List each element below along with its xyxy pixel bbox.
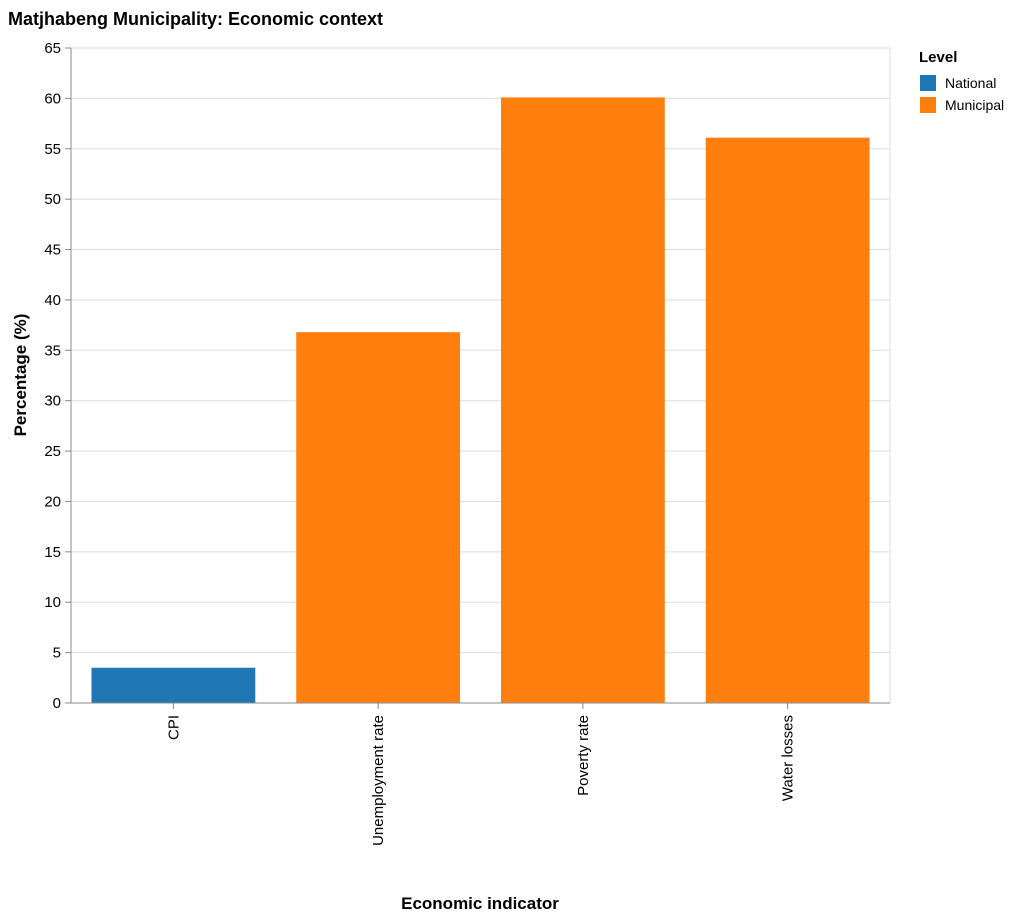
x-tick-label: CPI xyxy=(165,715,182,740)
y-tick-label: 15 xyxy=(44,544,61,561)
y-tick-label: 0 xyxy=(53,695,61,712)
y-tick-label: 10 xyxy=(44,594,61,611)
bar-poverty-rate xyxy=(500,97,665,703)
bars xyxy=(91,97,870,703)
y-tick-label: 40 xyxy=(44,292,61,309)
y-tick-label: 20 xyxy=(44,493,61,510)
y-tick-label: 55 xyxy=(44,141,61,158)
y-tick-label: 25 xyxy=(44,443,61,460)
bar-cpi xyxy=(91,667,256,703)
legend-label-municipal: Municipal xyxy=(945,97,1004,113)
legend-swatch-municipal xyxy=(920,97,936,113)
y-tick-label: 30 xyxy=(44,393,61,410)
legend-label-national: National xyxy=(945,75,996,91)
x-tick-label: Poverty rate xyxy=(575,715,592,796)
y-tick-label: 5 xyxy=(53,645,61,662)
legend: Level National Municipal xyxy=(919,49,1004,113)
y-tick-label: 60 xyxy=(44,90,61,107)
y-tick-label: 35 xyxy=(44,342,61,359)
y-axis-ticks: 0 5 10 15 20 25 30 35 40 45 50 55 60 65 xyxy=(44,40,71,712)
bar-unemployment-rate xyxy=(296,332,461,703)
legend-title: Level xyxy=(919,49,957,66)
legend-swatch-national xyxy=(920,75,936,91)
y-tick-label: 45 xyxy=(44,242,61,259)
chart-title: Matjhabeng Municipality: Economic contex… xyxy=(8,9,383,29)
x-tick-label: Unemployment rate xyxy=(370,715,387,846)
x-axis-title: Economic indicator xyxy=(401,894,559,913)
y-tick-label: 50 xyxy=(44,191,61,208)
grid-lines xyxy=(71,47,891,703)
y-tick-label: 65 xyxy=(44,40,61,57)
x-tick-label: Water losses xyxy=(780,715,797,801)
y-axis-title: Percentage (%) xyxy=(11,314,30,437)
bar-water-losses xyxy=(705,137,870,703)
x-axis-ticks: CPI Unemployment rate Poverty rate Water lo… xyxy=(165,703,797,846)
